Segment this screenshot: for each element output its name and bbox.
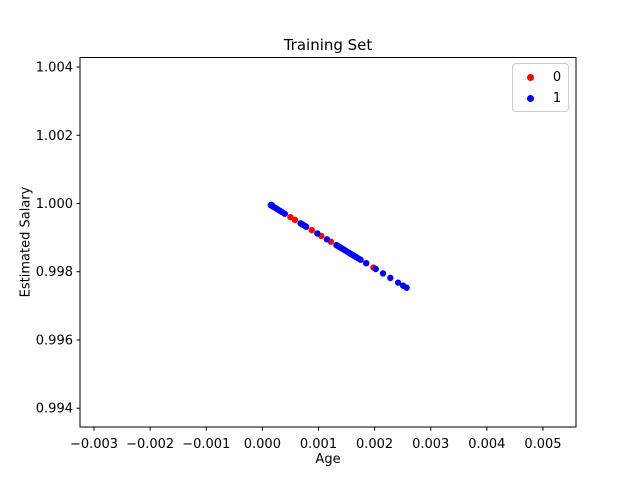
scatter-point-class1: [281, 210, 289, 217]
scatter-point-class1: [323, 236, 331, 243]
x-tick-label: 0.002: [356, 437, 393, 452]
legend-marker-class1-icon: [527, 95, 534, 102]
x-tick-label: −0.001: [182, 437, 230, 452]
scatter-point-class1: [387, 274, 394, 282]
y-tick-label: 1.002: [36, 129, 73, 144]
scatter-point-class1: [379, 270, 387, 277]
x-tick-label: 0.003: [412, 437, 449, 452]
scatter-point-class1: [362, 259, 370, 267]
y-axis-label: Estimated Salary: [18, 186, 34, 298]
x-tick-label: 0.000: [244, 437, 281, 452]
legend-marker-class0-icon: [527, 74, 534, 81]
x-tick-label: −0.003: [70, 437, 118, 452]
scatter-point-class0: [291, 216, 299, 224]
scatter-point-class1: [372, 265, 379, 273]
y-tick-label: 0.998: [36, 265, 73, 280]
legend: 0 1: [512, 63, 569, 112]
chart-title: Training Set: [283, 36, 373, 54]
legend-entry-class1: 1: [513, 88, 568, 109]
y-tick-label: 0.994: [36, 402, 73, 417]
legend-label-class1: 1: [552, 91, 562, 106]
scatter-point-class1: [394, 279, 402, 286]
x-tick-label: 0.005: [524, 437, 561, 452]
scatter-point-class0: [308, 226, 315, 234]
x-tick-label: 0.004: [468, 437, 505, 452]
x-tick-label: 0.001: [300, 437, 337, 452]
scatter-point-class1: [314, 230, 321, 237]
scatter-point-class1: [357, 256, 364, 263]
y-tick-label: 1.004: [36, 61, 73, 76]
legend-entry-class0: 0: [513, 67, 568, 88]
x-axis-label: Age: [315, 452, 341, 467]
scatter-point-class1: [403, 284, 410, 291]
y-tick-label: 0.996: [36, 333, 73, 348]
y-tick-label: 1.000: [36, 197, 73, 212]
scatter-point-class1: [302, 223, 310, 230]
legend-label-class0: 0: [552, 70, 562, 85]
x-tick-label: −0.002: [126, 437, 174, 452]
axes-box: [79, 57, 577, 428]
